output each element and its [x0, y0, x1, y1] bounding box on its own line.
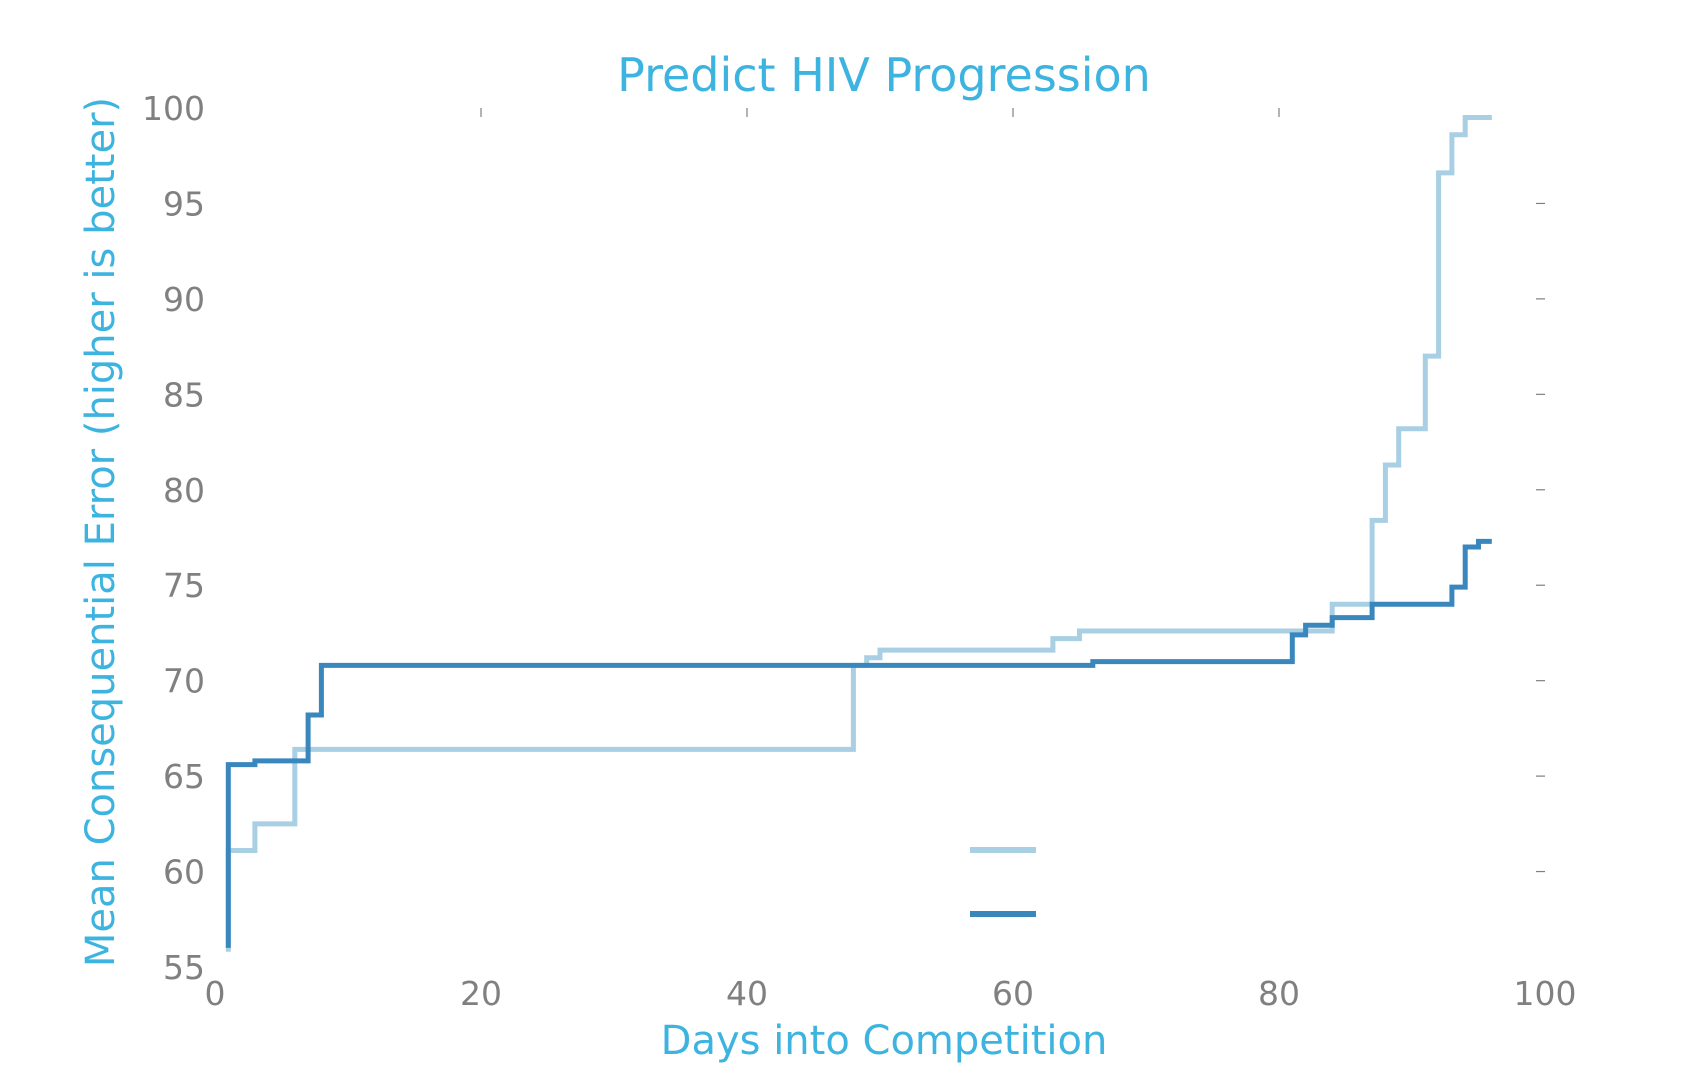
y-tick-label: 95 [163, 184, 205, 223]
y-axis-title: Mean Consequential Error (higher is bett… [78, 97, 124, 967]
y-tick-label: 80 [163, 471, 205, 510]
axis-ticks: 0 20 40 60 80 100 55 60 65 70 75 80 85 90 95 100 [142, 89, 1577, 1013]
series-group [225, 115, 1492, 952]
y-tick-label: 100 [142, 89, 205, 128]
x-tick-label: 0 [205, 974, 226, 1013]
y-tick-label: 60 [163, 853, 205, 892]
y-tick-label: 90 [163, 280, 205, 319]
legend [970, 847, 1036, 917]
y-tick-label: 55 [163, 948, 205, 987]
series-line-2 [225, 538, 1492, 948]
y-tick-label: 70 [163, 662, 205, 701]
x-tick-label: 40 [726, 974, 768, 1013]
y-tick-label: 65 [163, 757, 205, 796]
x-tick-label: 80 [1258, 974, 1300, 1013]
x-tick-label: 100 [1514, 974, 1577, 1013]
series-line-1 [225, 115, 1492, 952]
y-tick-label: 85 [163, 375, 205, 414]
chart-title: Predict HIV Progression [617, 48, 1151, 102]
x-axis-title: Days into Competition [661, 1018, 1108, 1064]
y-tick-label: 75 [163, 566, 205, 605]
x-tick-label: 60 [992, 974, 1034, 1013]
x-tick-label: 20 [460, 974, 502, 1013]
